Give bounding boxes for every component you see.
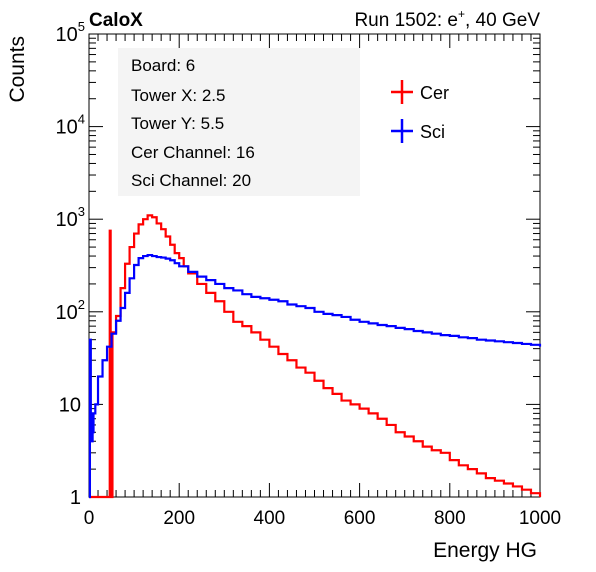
x-tick-label: 0	[84, 508, 95, 529]
series-cer-line	[89, 214, 542, 499]
y-tick-label: 1	[70, 487, 81, 509]
legend-cer-label: Cer	[420, 83, 449, 103]
info-cer-channel: Cer Channel: 16	[131, 143, 255, 162]
y-tick-label: 102	[56, 297, 85, 324]
x-tick-label: 600	[344, 508, 376, 529]
x-tick-label: 800	[434, 508, 466, 529]
x-axis-label: Energy HG	[433, 539, 537, 562]
info-sci-channel: Sci Channel: 20	[131, 171, 251, 190]
x-tick-label: 400	[254, 508, 286, 529]
title-right: Run 1502: e+, 40 GeV	[354, 7, 540, 31]
series-sci-line	[88, 253, 542, 499]
info-tower-x: Tower X: 2.5	[131, 86, 226, 105]
series-layer	[88, 214, 542, 499]
info-board: Board: 6	[131, 56, 195, 75]
y-tick-label: 103	[56, 204, 85, 231]
info-box	[118, 48, 360, 196]
y-tick-label: 105	[56, 19, 85, 46]
y-axis-label: Counts	[6, 36, 29, 103]
info-tower-y: Tower Y: 5.5	[131, 114, 224, 133]
x-tick-label: 200	[163, 508, 195, 529]
title-left: CaloX	[89, 10, 143, 31]
y-tick-label: 104	[56, 112, 85, 139]
legend: Cer Sci	[391, 80, 449, 143]
y-tick-label: 10	[59, 394, 81, 416]
x-tick-label: 1000	[519, 508, 561, 529]
legend-sci-label: Sci	[420, 122, 445, 142]
